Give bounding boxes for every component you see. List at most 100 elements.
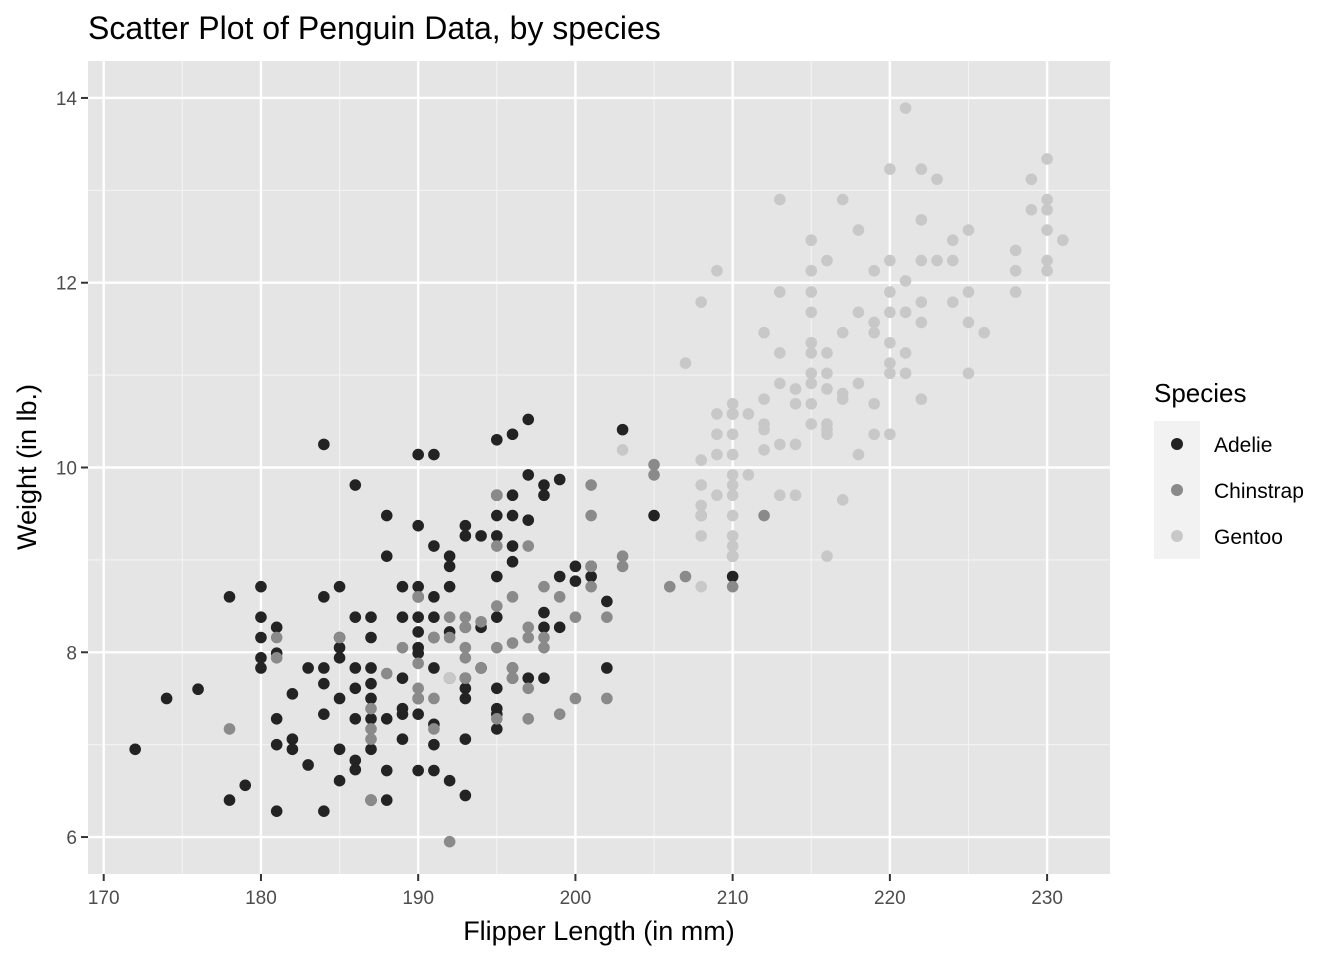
- data-point-adelie: [349, 754, 362, 767]
- data-point-chinstrap: [428, 692, 440, 705]
- data-point-adelie: [616, 423, 629, 436]
- data-point-chinstrap: [616, 550, 629, 562]
- data-point-gentoo: [805, 377, 818, 390]
- data-point-gentoo: [695, 454, 707, 466]
- data-point-gentoo: [758, 444, 770, 456]
- data-point-gentoo: [789, 383, 802, 395]
- data-point-gentoo: [789, 397, 802, 410]
- data-point-adelie: [396, 611, 409, 623]
- y-axis-label: Weight (in lb.): [12, 384, 42, 550]
- data-point-chinstrap: [412, 692, 424, 705]
- data-point-chinstrap: [491, 641, 503, 654]
- data-point-gentoo: [695, 479, 707, 491]
- data-point-gentoo: [805, 397, 818, 410]
- data-point-gentoo: [711, 489, 723, 502]
- data-point-gentoo: [789, 489, 802, 502]
- data-point-chinstrap: [491, 712, 503, 725]
- data-point-gentoo: [899, 275, 912, 287]
- data-point-gentoo: [978, 326, 991, 339]
- data-point-gentoo: [852, 224, 865, 236]
- data-point-adelie: [318, 805, 330, 817]
- data-point-adelie: [349, 611, 362, 623]
- data-point-gentoo: [758, 326, 770, 339]
- data-point-gentoo: [915, 254, 928, 267]
- legend-items: Adelie Chinstrap Gentoo: [1171, 434, 1304, 549]
- data-point-gentoo: [1041, 203, 1053, 216]
- data-point-gentoo: [774, 347, 786, 359]
- data-point-chinstrap: [522, 712, 535, 725]
- data-point-adelie: [491, 509, 503, 522]
- data-point-adelie: [255, 611, 267, 623]
- data-point-gentoo: [1041, 224, 1053, 236]
- data-point-adelie: [349, 712, 362, 725]
- data-point-gentoo: [931, 254, 943, 267]
- data-point-gentoo: [915, 393, 928, 405]
- data-point-adelie: [396, 580, 409, 593]
- legend-key-adelie: [1171, 438, 1183, 450]
- data-point-gentoo: [915, 214, 928, 226]
- data-point-chinstrap: [491, 540, 503, 552]
- data-point-adelie: [318, 438, 330, 451]
- data-point-adelie: [270, 712, 283, 725]
- data-point-adelie: [365, 611, 377, 623]
- data-point-chinstrap: [443, 611, 456, 623]
- data-point-gentoo: [805, 306, 818, 319]
- data-point-adelie: [538, 672, 550, 684]
- data-point-gentoo: [1041, 254, 1053, 267]
- data-point-adelie: [522, 514, 535, 526]
- data-point-adelie: [522, 672, 535, 684]
- data-point-gentoo: [915, 316, 928, 329]
- data-point-chinstrap: [475, 615, 487, 628]
- data-point-gentoo: [805, 347, 818, 359]
- data-point-adelie: [491, 682, 503, 695]
- data-point-chinstrap: [412, 591, 424, 603]
- data-point-gentoo: [946, 296, 959, 308]
- data-point-chinstrap: [428, 723, 440, 735]
- data-point-gentoo: [695, 530, 707, 542]
- data-point-chinstrap: [443, 835, 456, 848]
- data-point-chinstrap: [428, 631, 440, 644]
- data-point-chinstrap: [601, 692, 613, 705]
- data-point-adelie: [380, 550, 393, 562]
- data-point-adelie: [491, 611, 503, 623]
- data-point-adelie: [443, 550, 456, 562]
- data-point-adelie: [270, 805, 283, 817]
- data-point-gentoo: [726, 448, 739, 461]
- data-point-adelie: [475, 530, 487, 542]
- data-point-adelie: [223, 591, 236, 603]
- data-point-adelie: [396, 733, 409, 745]
- data-point-adelie: [192, 683, 204, 696]
- x-axis-tick-label: 220: [874, 888, 906, 909]
- data-point-adelie: [443, 580, 456, 593]
- data-point-chinstrap: [553, 591, 566, 603]
- legend: Species Adelie Chinstrap Gentoo: [1154, 378, 1304, 559]
- data-point-gentoo: [836, 494, 849, 506]
- data-point-chinstrap: [553, 708, 566, 720]
- data-point-adelie: [506, 428, 519, 441]
- data-point-gentoo: [726, 509, 739, 522]
- data-point-adelie: [286, 733, 299, 745]
- data-point-adelie: [365, 631, 377, 644]
- data-point-adelie: [459, 530, 472, 542]
- data-point-chinstrap: [616, 560, 629, 573]
- data-point-adelie: [553, 473, 566, 486]
- data-point-gentoo: [443, 672, 456, 684]
- data-point-gentoo: [742, 469, 755, 481]
- axes: 170 180 190 200 210 220 230 6 8 10 12 14: [56, 89, 1063, 909]
- data-point-gentoo: [821, 254, 833, 267]
- data-point-adelie: [255, 652, 267, 664]
- data-point-adelie: [380, 794, 393, 806]
- data-point-chinstrap: [223, 723, 236, 735]
- data-point-chinstrap: [459, 672, 472, 684]
- data-point-adelie: [412, 764, 424, 777]
- data-point-gentoo: [679, 357, 692, 369]
- data-point-chinstrap: [506, 591, 519, 603]
- data-point-adelie: [491, 570, 503, 583]
- data-point-chinstrap: [585, 560, 597, 573]
- data-point-gentoo: [836, 193, 849, 206]
- data-point-gentoo: [868, 316, 880, 329]
- data-point-adelie: [286, 688, 299, 700]
- data-point-adelie: [239, 779, 252, 792]
- data-point-gentoo: [884, 306, 896, 319]
